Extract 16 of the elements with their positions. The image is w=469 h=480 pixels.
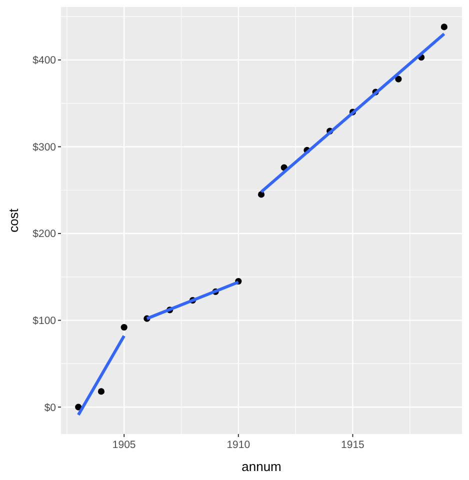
y-tick-label: $400 [32, 54, 56, 67]
point [395, 76, 402, 82]
point [120, 324, 128, 331]
x-tick-label: 1915 [341, 439, 365, 451]
point [98, 388, 105, 395]
y-tick-label: $200 [32, 228, 56, 240]
point [75, 404, 82, 410]
x-tick-label: 1910 [226, 439, 250, 451]
y-tick-label: $100 [32, 314, 56, 327]
y-axis-title: cost [6, 208, 21, 232]
point [440, 24, 448, 30]
point [258, 191, 265, 198]
y-tick-label: $300 [32, 141, 56, 154]
x-axis-title: annum [242, 459, 282, 474]
y-tick-label: $0 [44, 402, 56, 414]
x-tick-label: 1905 [112, 439, 136, 451]
